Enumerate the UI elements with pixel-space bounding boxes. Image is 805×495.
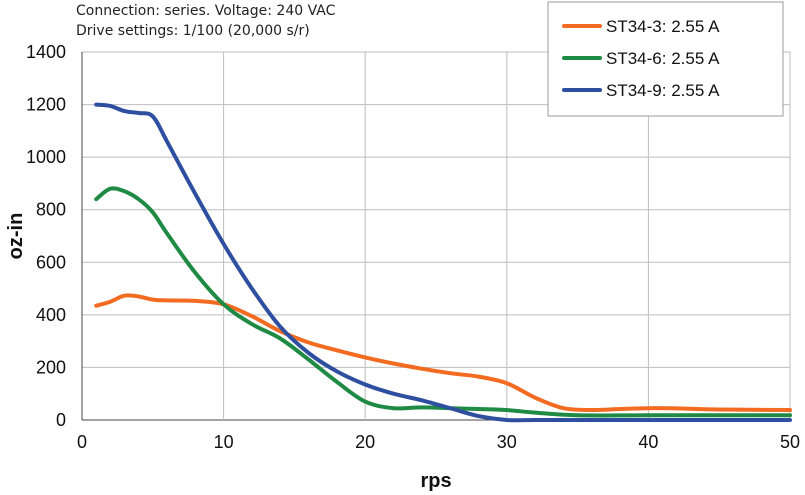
legend-label: ST34-3: 2.55 A	[606, 17, 720, 36]
y-tick-label: 1000	[26, 147, 66, 167]
y-axis-title: oz-in	[5, 213, 27, 260]
series-line-1	[94, 293, 792, 413]
y-tick-label: 800	[36, 200, 66, 220]
series-line-2	[94, 186, 792, 418]
y-tick-label: 400	[36, 305, 66, 325]
y-tick-label: 0	[56, 410, 66, 430]
legend-label: ST34-6: 2.55 A	[606, 49, 720, 68]
x-tick-label: 50	[780, 432, 800, 452]
series-lines	[94, 102, 792, 423]
x-tick-label: 30	[497, 432, 517, 452]
y-tick-label: 1200	[26, 95, 66, 115]
y-axis-ticks: 0 200 400 600 800 1000 1200 1400	[26, 42, 66, 430]
y-tick-label: 200	[36, 357, 66, 377]
legend-label: ST34-9: 2.55 A	[606, 81, 720, 100]
x-tick-label: 40	[638, 432, 658, 452]
x-axis-ticks: 0 10 20 30 40 50	[77, 432, 800, 452]
x-tick-label: 20	[355, 432, 375, 452]
y-tick-label: 1400	[26, 42, 66, 62]
x-tick-label: 0	[77, 432, 87, 452]
drive-settings-note: Drive settings: 1/100 (20,000 s/r)	[76, 23, 310, 39]
y-tick-label: 600	[36, 252, 66, 272]
connection-note: Connection: series. Voltage: 240 VAC	[76, 3, 336, 19]
series-line-3	[94, 102, 792, 423]
x-tick-label: 10	[214, 432, 234, 452]
x-axis-title: rps	[420, 470, 451, 492]
legend: ST34-3: 2.55 A ST34-6: 2.55 A ST34-9: 2.55…	[547, 1, 784, 117]
